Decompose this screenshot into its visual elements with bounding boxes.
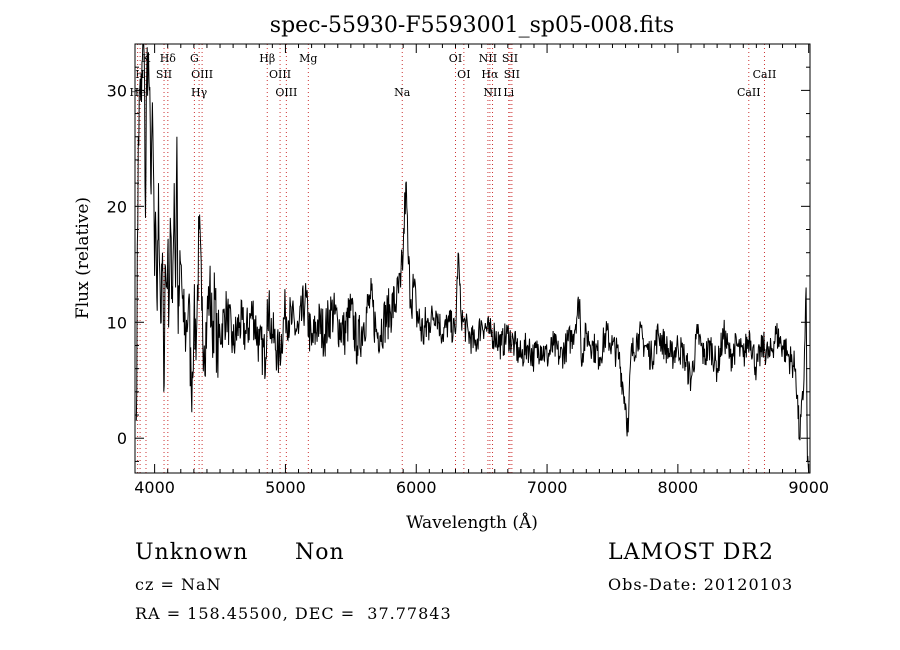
x-tick-label: 6000 [396, 478, 437, 497]
line-label-SII: SII [502, 52, 518, 65]
line-label-CaII: CaII [737, 86, 761, 99]
chart-title: spec-55930-F5593001_sp05-008.fits [270, 13, 674, 38]
obs-date: Obs-Date: 20120103 [608, 575, 794, 594]
line-label-He: He [130, 86, 146, 99]
line-label-Hβ: Hβ [259, 52, 275, 65]
line-label-H: H [135, 68, 145, 81]
line-label-OIII: OIII [269, 68, 291, 81]
line-label-G: G [190, 52, 199, 65]
spectrum-series [135, 43, 810, 474]
plot-axes: 4000 5000 6000 7000 8000 9000 0 10 20 30 [107, 43, 829, 497]
spectrum-line [135, 43, 810, 474]
x-tick-label: 9000 [788, 478, 829, 497]
line-label-SII: SII [156, 68, 172, 81]
line-label-OI: OI [449, 52, 462, 65]
x-tick-label: 4000 [134, 478, 175, 497]
object-class: Unknown [135, 540, 249, 565]
x-tick-label: 5000 [265, 478, 306, 497]
coordinates-readout: RA = 158.45500, DEC = 37.77843 [135, 604, 452, 623]
line-label-OIII: OIII [191, 68, 213, 81]
line-label-OI: OI [457, 68, 470, 81]
line-label-Hδ: Hδ [160, 52, 177, 65]
y-tick-label: 30 [107, 81, 127, 100]
survey-label: LAMOST DR2 [608, 540, 774, 565]
redshift-readout: cz = NaN [135, 575, 222, 594]
y-tick-label: 0 [117, 429, 127, 448]
line-label-K: K [142, 52, 151, 65]
line-label-Hγ: Hγ [191, 86, 208, 99]
y-tick-label: 10 [107, 313, 127, 332]
x-axis-label: Wavelength (Å) [406, 512, 538, 533]
line-label-NII: NII [479, 52, 497, 65]
line-label-OIII: OIII [275, 86, 297, 99]
line-label-Li: Li [503, 86, 514, 99]
line-label-SII: SII [504, 68, 520, 81]
line-label-Mg: Mg [299, 52, 317, 65]
x-tick-label: 7000 [527, 478, 568, 497]
line-label-CaII: CaII [753, 68, 777, 81]
line-label-NII: NII [483, 86, 501, 99]
line-label-Hα: Hα [481, 68, 499, 81]
y-tick-label: 20 [107, 197, 127, 216]
plot-frame [134, 43, 811, 474]
y-axis-label: Flux (relative) [73, 197, 93, 319]
object-subclass: Non [295, 540, 345, 565]
line-label-Na: Na [394, 86, 411, 99]
x-tick-label: 8000 [658, 478, 699, 497]
